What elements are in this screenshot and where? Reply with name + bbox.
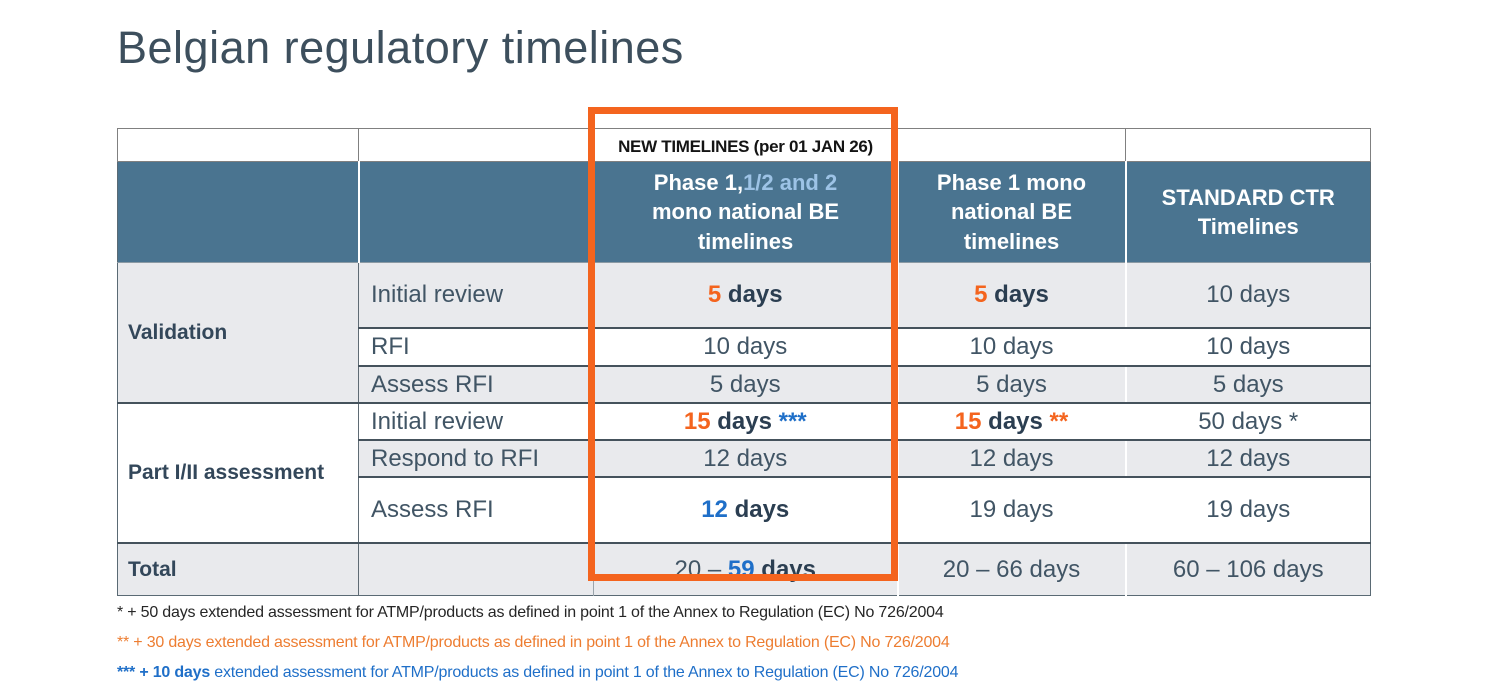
footnote-3-bold: *** + 10 days [117, 664, 211, 681]
value-unit: days [981, 407, 1050, 435]
footnotes: * + 50 days extended assessment for ATMP… [117, 598, 958, 688]
footnote-2: ** + 30 days extended assessment for ATM… [117, 634, 950, 651]
cell-phase1-mono: 5 days [896, 262, 1126, 329]
header-cell-empty [117, 161, 359, 263]
footnote-1: * + 50 days extended assessment for ATMP… [117, 604, 944, 621]
header-standard-ctr: STANDARD CTR Timelines [1124, 161, 1371, 263]
cell-new-be: 5 days [593, 262, 898, 329]
row-label: Respond to RFI [358, 440, 594, 478]
cell-standard-ctr: 10 days [1124, 262, 1371, 329]
cell-standard-ctr: 10 days [1124, 328, 1371, 367]
value-number: 15 [954, 407, 982, 435]
header-new-be-part4: timelines [697, 228, 794, 254]
cell-standard-ctr: 50 days * [1124, 403, 1371, 441]
row-part12-assess-rfi: Assess RFI 12 days 19 days 19 days [118, 477, 1371, 544]
total-empty-cell [358, 543, 594, 596]
cell-new-be-total: 20 – 59 days [593, 543, 898, 596]
row-part12-respond-rfi: Respond to RFI 12 days 12 days 12 days [118, 440, 1371, 478]
row-validation-initial-review: Validation Initial review 5 days 5 days … [117, 262, 1371, 404]
header-new-be-part3: mono national BE [652, 199, 839, 225]
value-unit: days [710, 407, 779, 435]
value-range: 20 – [674, 555, 728, 583]
cell-standard-ctr: 12 days [1124, 440, 1371, 478]
timelines-table: NEW TIMELINES (per 01 JAN 26) Phase 1,1/… [117, 128, 1371, 596]
row-part12-initial-review: Part I/II assessment Initial review 15 d… [117, 403, 1371, 544]
header-phase1-mono: Phase 1 mono national BE timelines [896, 161, 1126, 263]
header-new-be-part2: 1/2 and 2 [743, 170, 838, 196]
header-new-be-part1: Phase 1, [653, 170, 744, 196]
section-label-total: Total [117, 543, 359, 596]
cell-phase1-mono: 19 days [896, 477, 1126, 544]
value-unit: days [754, 555, 816, 583]
value-number: 59 [727, 555, 755, 583]
row-label: Initial review [358, 262, 594, 329]
value-unit: days [987, 281, 1049, 308]
banner-cell-empty [358, 128, 594, 162]
cell-standard-ctr: 5 days [1124, 366, 1371, 404]
value-number: 15 [683, 407, 711, 435]
row-total: Total 20 – 59 days 20 – 66 days 60 – 106… [117, 543, 1371, 596]
banner-row: NEW TIMELINES (per 01 JAN 26) [117, 128, 1371, 162]
cell-new-be: 5 days [593, 366, 898, 404]
row-label: Assess RFI [358, 366, 594, 404]
banner-cell-empty [117, 128, 359, 162]
value-number: 5 [974, 281, 988, 308]
cell-phase1-mono-total: 20 – 66 days [896, 543, 1126, 596]
cell-new-be: 10 days [593, 328, 898, 367]
section-label-validation: Validation [117, 262, 359, 404]
row-validation-rfi: RFI 10 days 10 days 10 days [118, 328, 1371, 367]
header-cell-empty [357, 161, 594, 263]
header-new-be-timelines: Phase 1,1/2 and 2 mono national BE timel… [592, 161, 898, 263]
value-unit: days [721, 281, 783, 308]
new-timelines-banner: NEW TIMELINES (per 01 JAN 26) [593, 128, 898, 162]
value-number: 12 [701, 496, 728, 523]
value-unit: days [727, 496, 790, 523]
cell-phase1-mono: 10 days [896, 328, 1126, 367]
row-label: Initial review [358, 403, 594, 441]
cell-phase1-mono: 5 days [896, 366, 1126, 404]
row-label: RFI [358, 328, 594, 367]
banner-cell-empty [897, 128, 1126, 162]
new-timelines-banner-text: NEW TIMELINES (per 01 JAN 26) [618, 137, 873, 156]
banner-cell-empty [1125, 128, 1371, 162]
value-number: 5 [707, 281, 722, 308]
section-label-part12: Part I/II assessment [117, 403, 359, 544]
row-validation-assess-rfi: Assess RFI 5 days 5 days 5 days [118, 366, 1371, 404]
footnote-marker: ** [1049, 407, 1069, 435]
cell-phase1-mono: 15 days ** [896, 403, 1126, 441]
cell-new-be: 12 days [593, 440, 898, 478]
column-header-row: Phase 1,1/2 and 2 mono national BE timel… [117, 161, 1371, 263]
cell-new-be: 12 days [593, 477, 898, 544]
timelines-table-area: NEW TIMELINES (per 01 JAN 26) Phase 1,1/… [117, 128, 1371, 596]
cell-standard-ctr: 19 days [1124, 477, 1371, 544]
footnote-3: *** + 10 days extended assessment for AT… [117, 658, 958, 688]
footnote-marker: *** [778, 407, 807, 435]
cell-new-be: 15 days *** [593, 403, 898, 441]
page-title: Belgian regulatory timelines [117, 22, 684, 73]
row-label: Assess RFI [358, 477, 594, 544]
footnote-3-rest: extended assessment for ATMP/products as… [210, 664, 959, 681]
cell-standard-ctr-total: 60 – 106 days [1124, 543, 1371, 596]
cell-phase1-mono: 12 days [896, 440, 1126, 478]
